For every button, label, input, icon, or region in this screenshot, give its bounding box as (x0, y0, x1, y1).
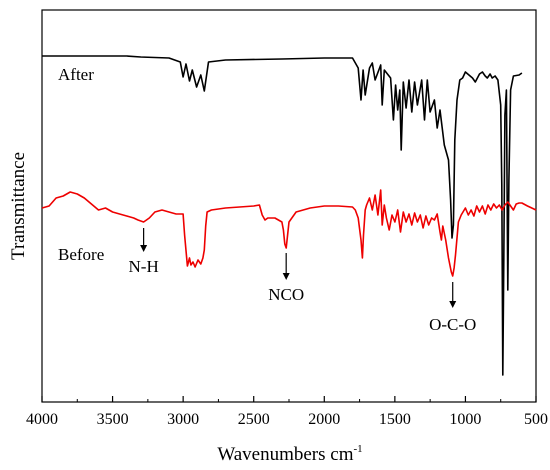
annotation-label: NCO (268, 285, 304, 304)
x-tick-label: 500 (524, 411, 548, 428)
annotation-arrow-head (140, 245, 148, 252)
x-axis-label: Wavenumbers cm-1 (217, 443, 362, 465)
x-tick-label: 2500 (238, 411, 270, 428)
series-line-after (42, 55, 523, 376)
series-line-before (41, 189, 537, 277)
plot-frame (41, 9, 537, 403)
series-labels: After Before (58, 65, 104, 264)
series-label: Before (58, 245, 104, 264)
annotation-arrow-head (449, 301, 457, 308)
x-tick-label: 4000 (26, 411, 58, 428)
annotation-label: N-H (129, 257, 159, 276)
series-label: After (58, 65, 94, 84)
series-layer (41, 55, 537, 376)
x-tick-label: 1500 (379, 411, 411, 428)
x-tick-label: 2000 (308, 411, 340, 428)
annotation-label: O-C-O (429, 315, 476, 334)
x-tick-label: 3000 (167, 411, 199, 428)
annotations: N-H NCO O-C-O (129, 228, 476, 334)
x-tick-label: 3500 (97, 411, 129, 428)
annotation-arrow-head (282, 273, 290, 280)
y-axis-label: Transmittance (8, 152, 29, 260)
x-tick-label: 1000 (449, 411, 481, 428)
x-axis-ticks: 4000 3500 3000 2500 2000 1500 1000 500 (26, 396, 548, 428)
